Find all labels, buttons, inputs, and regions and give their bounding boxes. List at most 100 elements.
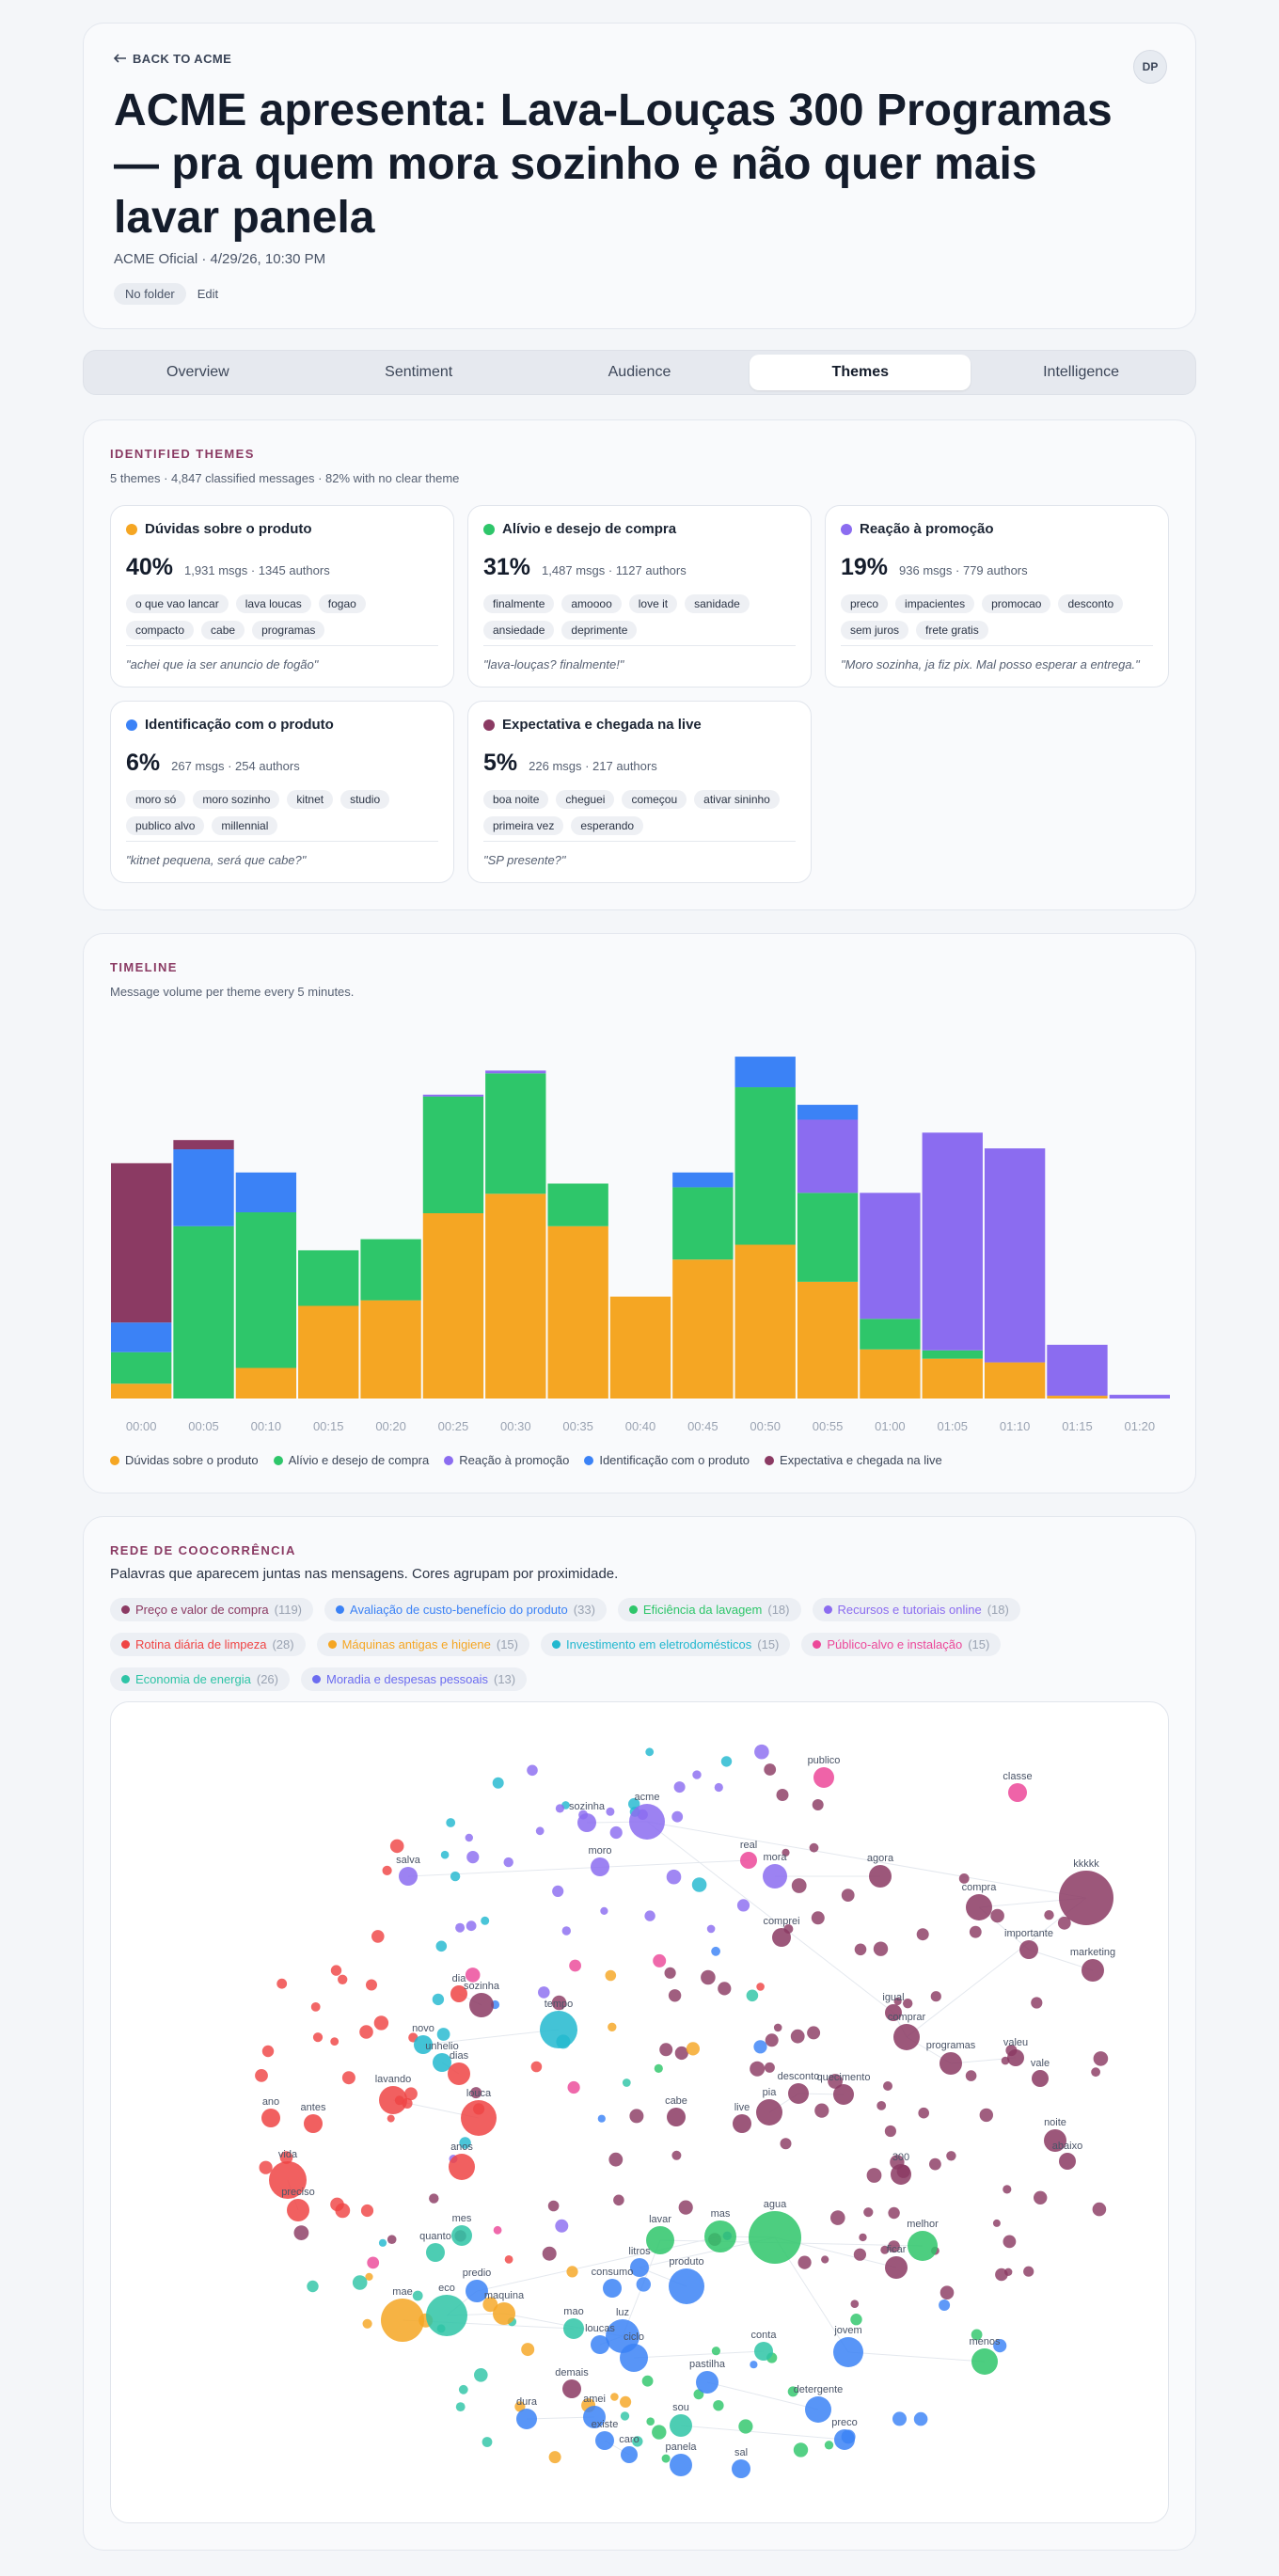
graph-node[interactable] <box>432 1993 445 2006</box>
graph-node[interactable] <box>644 1910 655 1921</box>
bar-segment[interactable] <box>235 1172 297 1213</box>
graph-node[interactable] <box>482 2437 493 2447</box>
graph-node[interactable] <box>916 1928 929 1941</box>
graph-node[interactable] <box>466 2280 488 2302</box>
cluster-chip[interactable]: Máquinas antigas e higiene (15) <box>316 1633 529 1656</box>
bar-segment[interactable] <box>860 1349 921 1399</box>
bar-segment[interactable] <box>734 1056 796 1088</box>
graph-node[interactable] <box>551 1995 567 2011</box>
graph-node[interactable] <box>686 2042 701 2056</box>
graph-node[interactable] <box>1008 1783 1027 1802</box>
graph-node[interactable] <box>622 2078 631 2087</box>
graph-node[interactable] <box>362 2318 372 2329</box>
graph-node[interactable] <box>561 1926 571 1936</box>
graph-node[interactable] <box>516 2409 537 2429</box>
graph-node[interactable] <box>841 1889 855 1902</box>
graph-node[interactable] <box>620 2411 630 2421</box>
graph-node[interactable] <box>958 1873 970 1884</box>
graph-node[interactable] <box>711 1946 720 1956</box>
graph-node[interactable] <box>527 1764 538 1777</box>
graph-node[interactable] <box>459 2137 471 2149</box>
graph-node[interactable] <box>404 2087 418 2101</box>
graph-node[interactable] <box>809 1842 819 1853</box>
graph-node[interactable] <box>706 1924 716 1934</box>
tab-sentiment[interactable]: Sentiment <box>385 364 453 380</box>
graph-node[interactable] <box>661 2454 671 2463</box>
graph-node[interactable] <box>608 2022 617 2031</box>
graph-node[interactable] <box>645 1747 655 1757</box>
graph-node[interactable] <box>756 1983 765 1991</box>
graph-node[interactable] <box>455 1922 466 1933</box>
theme-card[interactable]: Dúvidas sobre o produto 40% 1,931 msgs · 1… <box>110 505 454 687</box>
graph-node[interactable] <box>371 1930 385 1943</box>
graph-node[interactable] <box>711 2347 721 2356</box>
graph-node[interactable] <box>603 2279 622 2298</box>
graph-node[interactable] <box>791 1878 807 1893</box>
graph-node[interactable] <box>814 2103 829 2118</box>
graph-node[interactable] <box>776 1789 789 1801</box>
graph-node[interactable] <box>807 2026 821 2040</box>
graph-node[interactable] <box>493 2302 515 2325</box>
graph-node[interactable] <box>440 1850 450 1859</box>
graph-node[interactable] <box>654 2063 663 2073</box>
graph-node[interactable] <box>613 2194 624 2206</box>
graph-node[interactable] <box>704 2220 736 2252</box>
graph-node[interactable] <box>474 2368 488 2382</box>
graph-node[interactable] <box>1091 2067 1100 2078</box>
graph-node[interactable] <box>946 2151 956 2161</box>
graph-node[interactable] <box>567 2080 580 2094</box>
graph-node[interactable] <box>373 2015 389 2031</box>
graph-node[interactable] <box>733 2114 751 2133</box>
graph-node[interactable] <box>884 2125 897 2138</box>
graph-node[interactable] <box>632 2436 643 2447</box>
graph-node[interactable] <box>1059 2153 1076 2170</box>
graph-node[interactable] <box>577 1813 596 1832</box>
bar-segment[interactable] <box>298 1305 359 1399</box>
graph-node[interactable] <box>714 1782 723 1793</box>
graph-node[interactable] <box>765 2033 779 2047</box>
graph-node[interactable] <box>591 1857 609 1876</box>
graph-node[interactable] <box>387 2235 397 2244</box>
graph-node[interactable] <box>746 1989 759 2002</box>
graph-node[interactable] <box>787 2386 798 2397</box>
bar-segment[interactable] <box>360 1300 421 1399</box>
graph-node[interactable] <box>940 2052 962 2075</box>
graph-node[interactable] <box>365 2272 373 2281</box>
graph-node[interactable] <box>540 2011 577 2048</box>
graph-node[interactable] <box>646 2417 655 2426</box>
graph-node[interactable] <box>718 1982 732 1996</box>
graph-node[interactable] <box>414 2035 433 2054</box>
graph-node[interactable] <box>609 1825 623 1840</box>
theme-tag[interactable]: boa noite <box>483 790 549 809</box>
graph-node[interactable] <box>653 1953 667 1968</box>
graph-node[interactable] <box>749 2211 801 2264</box>
bar-segment[interactable] <box>922 1132 983 1351</box>
graph-node[interactable] <box>450 1985 467 2002</box>
graph-node[interactable] <box>563 2318 584 2339</box>
graph-node[interactable] <box>1057 1916 1071 1930</box>
bar-segment[interactable] <box>485 1070 546 1074</box>
theme-tag[interactable]: sanidade <box>685 594 750 613</box>
graph-node[interactable] <box>455 2402 466 2411</box>
theme-tag[interactable]: sem juros <box>841 621 909 640</box>
cluster-chip[interactable]: Público-alvo e instalação (15) <box>801 1633 1002 1656</box>
bar-segment[interactable] <box>984 1148 1046 1363</box>
graph-node[interactable] <box>535 1826 545 1836</box>
graph-node[interactable] <box>1044 1910 1054 1920</box>
graph-node[interactable] <box>669 2268 704 2304</box>
graph-node[interactable] <box>530 2061 543 2073</box>
graph-node[interactable] <box>548 2451 561 2464</box>
graph-node[interactable] <box>670 2414 692 2437</box>
back-link[interactable]: BACK TO ACME <box>113 52 231 66</box>
graph-node[interactable] <box>426 2243 445 2262</box>
graph-node[interactable] <box>659 2043 673 2057</box>
graph-node[interactable] <box>621 2446 638 2463</box>
graph-node[interactable] <box>458 2384 468 2394</box>
graph-node[interactable] <box>482 2297 498 2313</box>
cluster-chip[interactable]: Investimento em eletrodomésticos (15) <box>541 1633 791 1656</box>
graph-node[interactable] <box>552 1885 564 1897</box>
theme-tag[interactable]: ansiedade <box>483 621 555 640</box>
graph-node[interactable] <box>352 2275 368 2290</box>
graph-node[interactable] <box>426 2295 467 2336</box>
graph-node[interactable] <box>756 2099 782 2126</box>
